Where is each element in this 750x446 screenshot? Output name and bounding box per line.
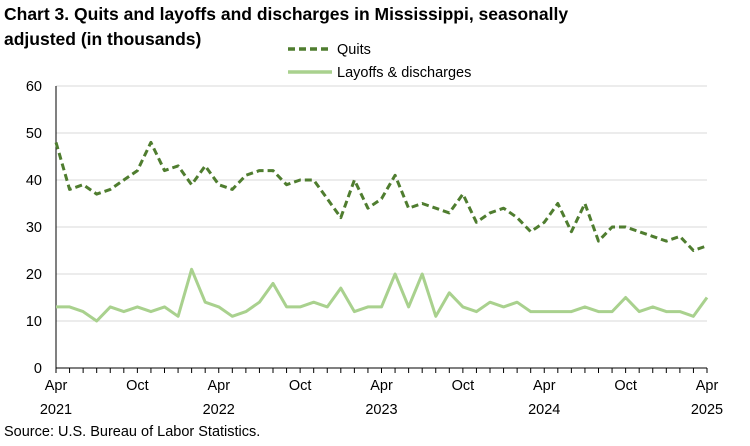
x-tick-month-label: Apr xyxy=(45,378,68,394)
y-tick-label: 0 xyxy=(34,361,42,377)
x-tick-year-label: 2025 xyxy=(691,402,723,418)
x-tick-month-label: Apr xyxy=(207,378,230,394)
gridlines xyxy=(56,85,707,322)
series-line-layoffs-discharges xyxy=(56,267,709,323)
x-tick-month-label: Apr xyxy=(533,378,556,394)
x-tick-year-label: 2022 xyxy=(203,402,235,418)
source-note: Source: U.S. Bureau of Labor Statistics. xyxy=(4,424,261,440)
x-tick-month-label: Oct xyxy=(614,378,637,394)
legend-label-quits: Quits xyxy=(337,42,371,58)
y-tick-label: 30 xyxy=(26,220,42,236)
x-tick-year-label: 2023 xyxy=(365,402,397,418)
x-tick-month-label: Apr xyxy=(370,378,393,394)
y-tick-label: 40 xyxy=(26,173,42,189)
x-tick-year-label: 2021 xyxy=(40,402,72,418)
x-tick-month-label: Oct xyxy=(289,378,312,394)
y-tick-label: 20 xyxy=(26,267,42,283)
x-tick-month-label: Oct xyxy=(126,378,149,394)
y-tick-label: 10 xyxy=(26,314,42,330)
tick-labels: 0 10 20 30 40 50 60 Apr 2021 Oct Apr 2022 Oct Apr 2023… xyxy=(26,79,723,418)
series-line-quits xyxy=(54,140,708,252)
y-tick-label: 50 xyxy=(26,126,42,142)
chart-title: Chart 3. Quits and layoffs and discharge… xyxy=(4,4,569,49)
x-tick-year-label: 2024 xyxy=(528,402,560,418)
axes xyxy=(55,86,708,373)
series-lines xyxy=(54,140,709,323)
x-tick-month-label: Apr xyxy=(696,378,719,394)
x-tick-month-label: Oct xyxy=(452,378,475,394)
y-tick-label: 60 xyxy=(26,79,42,95)
legend: Quits Layoffs & discharges xyxy=(288,42,471,81)
legend-label-layoffs: Layoffs & discharges xyxy=(337,65,471,81)
